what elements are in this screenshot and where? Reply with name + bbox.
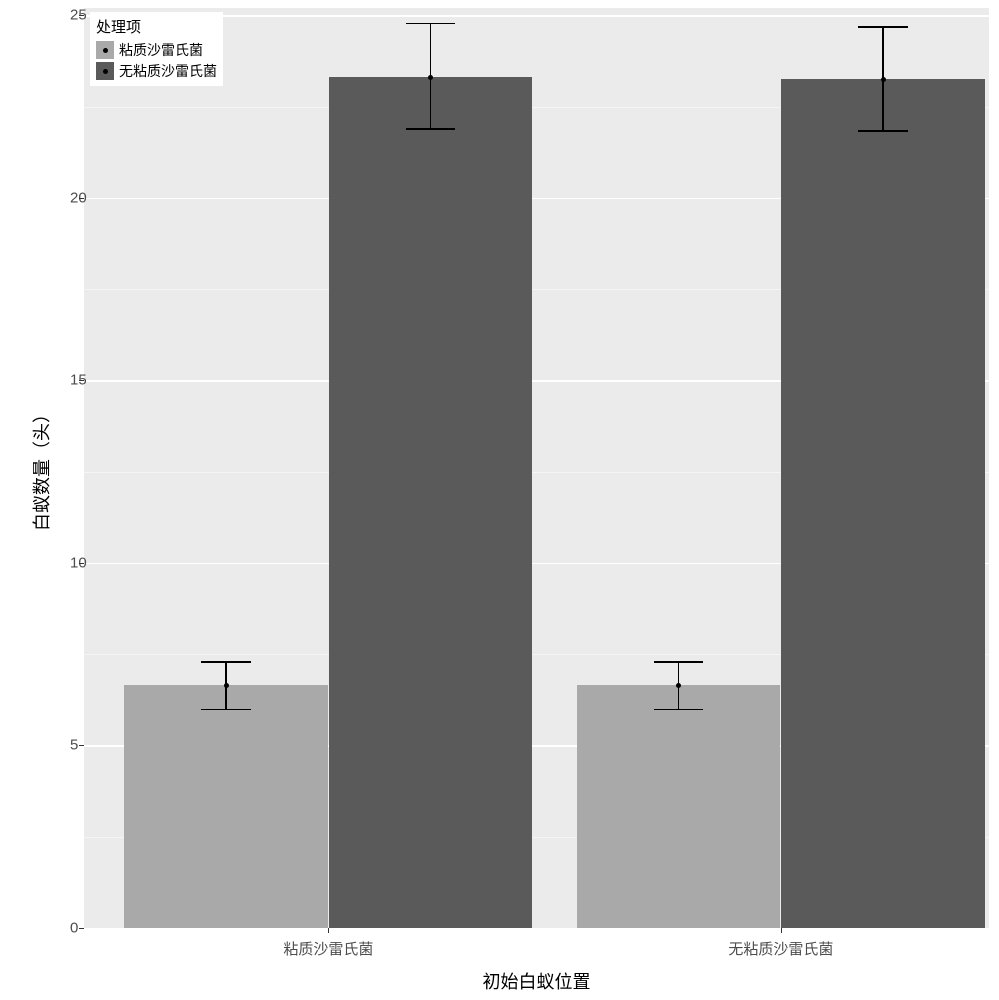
- bar: [781, 79, 985, 928]
- y-axis-tick: [79, 198, 84, 199]
- chart-container: 处理项 粘质沙雷氏菌无粘质沙雷氏菌 白蚁数量（头） 初始白蚁位置 0510152…: [0, 0, 999, 1000]
- errorbar-cap: [654, 661, 704, 663]
- legend-dot-icon: [103, 48, 108, 53]
- errorbar-cap: [201, 709, 251, 711]
- x-tick-label: 粘质沙雷氏菌: [283, 938, 373, 959]
- errorbar-cap: [858, 130, 908, 132]
- legend-title: 处理项: [96, 16, 217, 37]
- y-axis-tick: [79, 745, 84, 746]
- gridline-major: [84, 928, 989, 930]
- errorbar-cap: [201, 661, 251, 663]
- legend-item: 粘质沙雷氏菌: [96, 40, 217, 60]
- bar: [329, 77, 533, 928]
- bar: [124, 685, 328, 928]
- errorbar-cap: [406, 128, 456, 130]
- bar: [577, 685, 781, 928]
- errorbar-point: [224, 683, 229, 688]
- legend-label: 粘质沙雷氏菌: [119, 40, 203, 60]
- errorbar-point: [428, 75, 433, 80]
- errorbar-cap: [654, 709, 704, 711]
- errorbar-cap: [406, 23, 456, 25]
- legend: 处理项 粘质沙雷氏菌无粘质沙雷氏菌: [90, 12, 223, 86]
- x-axis-tick: [781, 928, 782, 933]
- errorbar-point: [881, 77, 886, 82]
- y-axis-tick: [79, 15, 84, 16]
- plot-panel: [84, 8, 989, 928]
- y-axis-tick: [79, 380, 84, 381]
- legend-key: [96, 62, 114, 80]
- x-tick-label: 无粘质沙雷氏菌: [728, 938, 833, 959]
- legend-item: 无粘质沙雷氏菌: [96, 61, 217, 81]
- x-axis-title: 初始白蚁位置: [483, 968, 591, 994]
- errorbar-cap: [858, 26, 908, 28]
- legend-key: [96, 41, 114, 59]
- legend-dot-icon: [103, 69, 108, 74]
- y-axis-tick: [79, 563, 84, 564]
- y-axis-title: 白蚁数量（头）: [28, 405, 54, 531]
- y-axis-tick: [79, 928, 84, 929]
- errorbar-point: [676, 683, 681, 688]
- x-axis-tick: [328, 928, 329, 933]
- legend-label: 无粘质沙雷氏菌: [119, 61, 217, 81]
